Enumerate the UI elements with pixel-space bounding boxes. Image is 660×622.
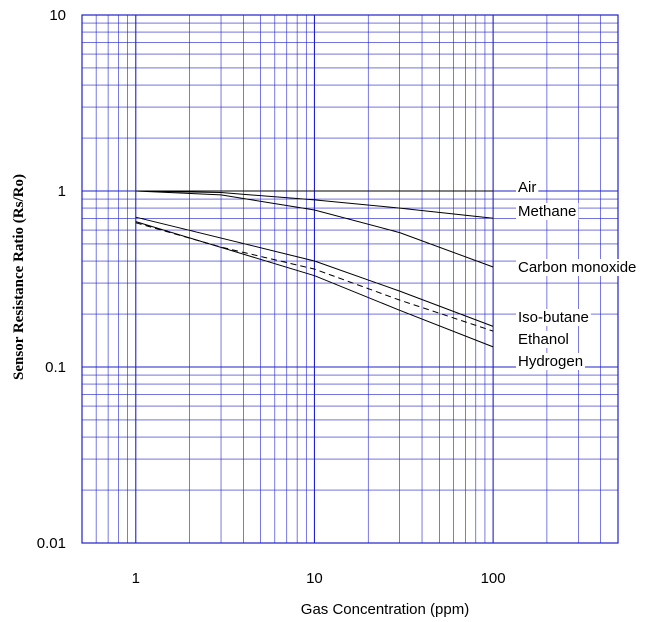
x-tick-labels: 1 10 100 (132, 570, 506, 587)
series-label-ethanol: Ethanol (518, 331, 569, 348)
y-tick-label: 0.01 (37, 535, 66, 552)
series-line-iso-butane (135, 216, 494, 327)
x-tick-label: 10 (306, 570, 323, 587)
series-group: Air Methane Carbon monoxide Iso-butane Ethan… (135, 179, 639, 370)
series-label-bg (516, 309, 591, 326)
x-tick-label: 1 (132, 570, 140, 587)
series-line-carbon-monoxide (135, 190, 494, 268)
series-label-bg (516, 203, 579, 220)
series-label-hydrogen: Hydrogen (518, 353, 583, 370)
grid (81, 14, 619, 544)
series-label-methane: Methane (518, 203, 576, 220)
series-line-methane (135, 190, 494, 219)
series-label-air: Air (518, 179, 536, 196)
series-label-bg (516, 259, 639, 276)
series-label-iso-butane: Iso-butane (518, 309, 589, 326)
y-tick-label: 10 (49, 7, 66, 24)
series-line-ethanol (135, 222, 494, 332)
x-axis-label: Gas Concentration (ppm) (301, 601, 469, 618)
y-axis-label: Sensor Resistance Ratio (Rs/Ro) (11, 174, 27, 380)
series-line-hydrogen (135, 221, 494, 348)
series-label-carbon-monoxide: Carbon monoxide (518, 259, 636, 276)
y-tick-labels: 0.01 0.1 1 10 (37, 7, 66, 552)
x-tick-label: 100 (481, 570, 506, 587)
y-tick-label: 1 (58, 183, 66, 200)
y-tick-label: 0.1 (45, 359, 66, 376)
plot-frame (81, 14, 619, 544)
series-label-bg (516, 353, 586, 370)
series-label-bg (516, 331, 571, 348)
series-label-bg (516, 179, 539, 196)
